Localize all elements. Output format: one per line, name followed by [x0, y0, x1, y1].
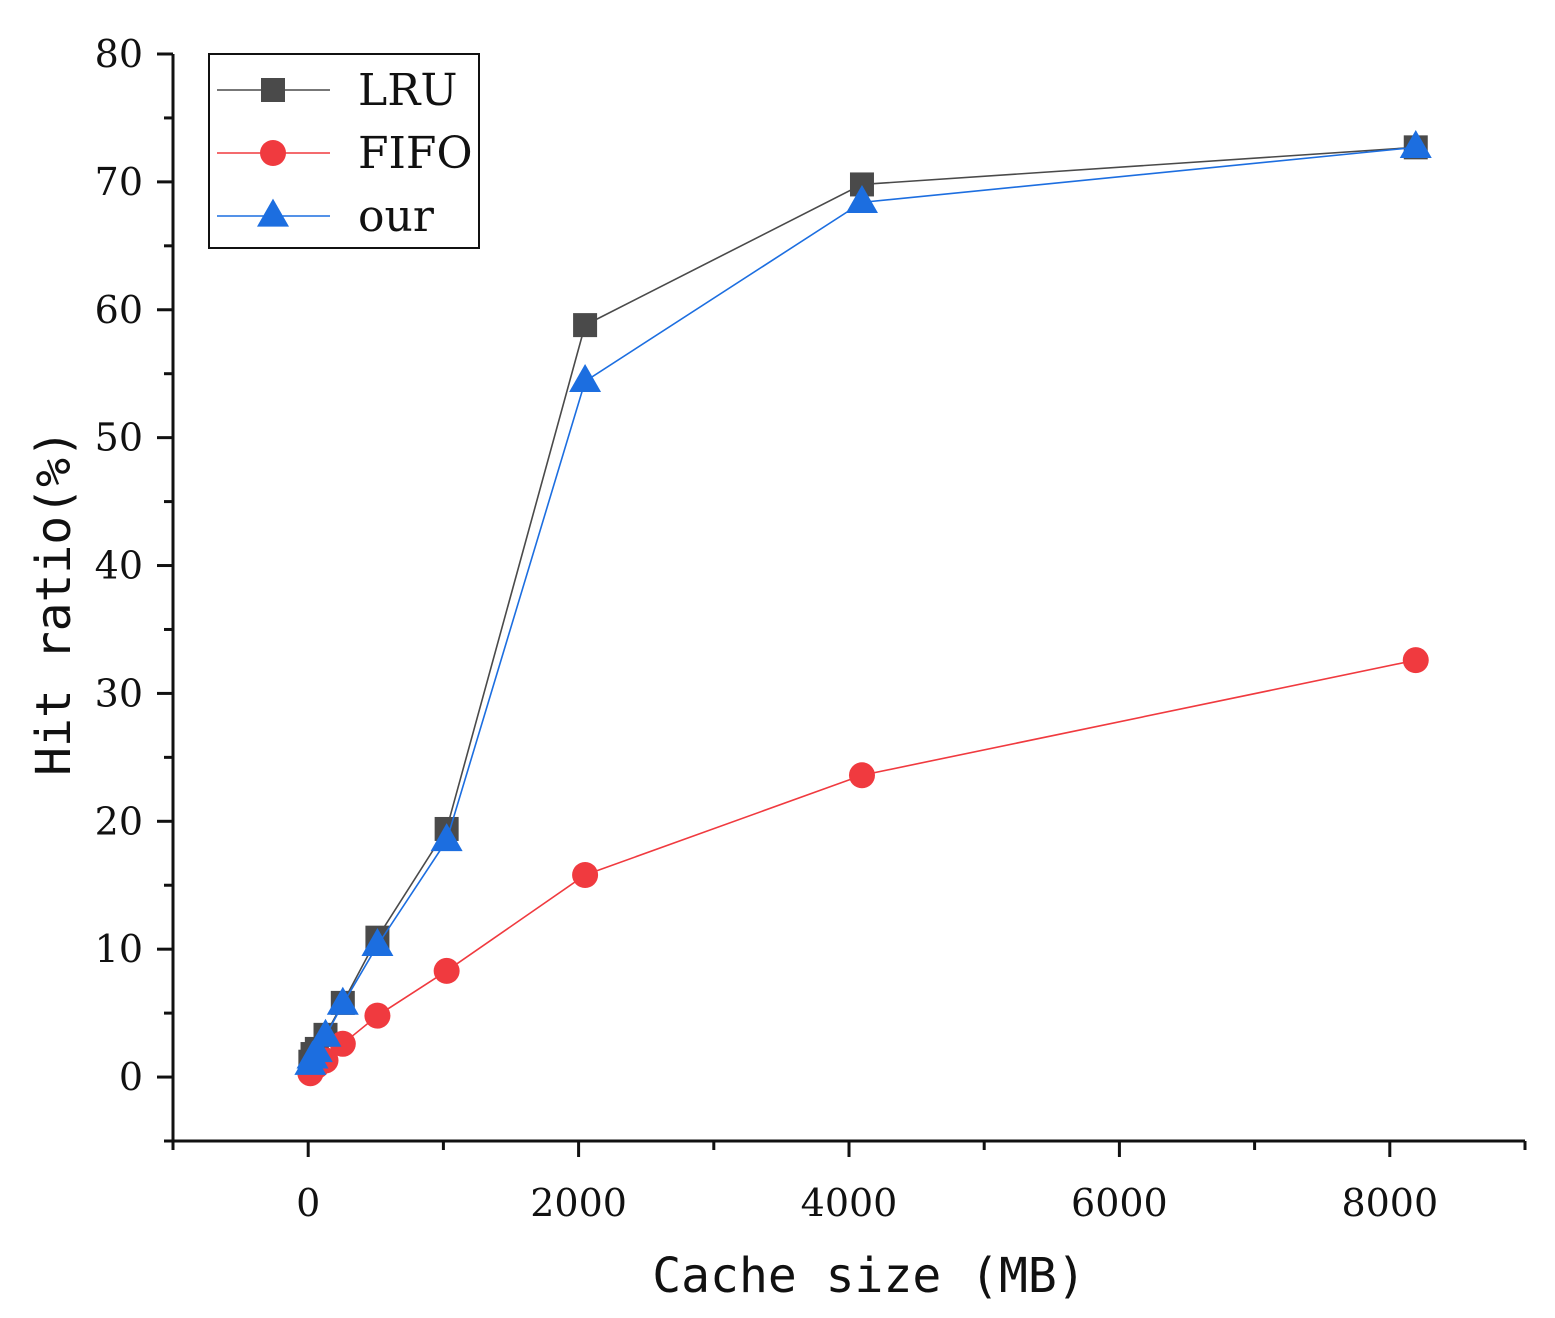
x-tick-label: 2000 [530, 1181, 627, 1225]
y-tick-label: 60 [95, 288, 143, 332]
data-point-fifo [329, 1030, 356, 1057]
y-tick-label: 20 [95, 799, 143, 843]
x-ticks: 0 2000 4000 6000 8000 [171, 1141, 1527, 1225]
axes: 0 10 20 30 40 50 60 70 80 0 2000 4000 6000 8000 [95, 32, 1527, 1225]
legend-label-our: our [358, 191, 435, 242]
data-point-our [300, 1034, 333, 1063]
y-tick-label: 40 [95, 544, 143, 588]
y-axis-title: Hit ratio(%) [26, 429, 82, 776]
y-tick-label: 50 [95, 416, 143, 460]
series-line-lru [309, 146, 1416, 1062]
y-tick-label: 10 [95, 927, 143, 971]
x-tick-label: 4000 [801, 1181, 898, 1225]
y-tick-label: 80 [95, 32, 143, 76]
y-tick-label: 0 [119, 1055, 143, 1099]
data-point-our [361, 927, 394, 956]
data-point-our [326, 986, 359, 1015]
data-point-our [1399, 129, 1432, 158]
series-line-our [309, 146, 1416, 1065]
legend: LRU FIFO our [208, 53, 480, 249]
data-point-fifo [364, 1002, 391, 1029]
legend-label-lru: LRU [358, 65, 457, 116]
data-point-fifo [433, 957, 460, 984]
data-point-our [309, 1018, 342, 1047]
data-point-fifo [572, 862, 599, 889]
y-tick-label: 30 [95, 671, 143, 715]
y-ticks: 0 10 20 30 40 50 60 70 80 [95, 32, 173, 1143]
series-lru [298, 135, 1428, 1074]
data-point-fifo [1402, 647, 1429, 674]
x-tick-label: 8000 [1341, 1181, 1438, 1225]
legend-label-fifo: FIFO [358, 128, 473, 179]
y-tick-label: 70 [95, 160, 143, 204]
series-fifo [297, 647, 1429, 1087]
data-point-our [569, 364, 602, 393]
legend-marker-lru [261, 78, 285, 102]
x-axis-title: Cache size (MB) [652, 1248, 1085, 1304]
series-layer [294, 129, 1432, 1087]
legend-marker-fifo [260, 140, 286, 166]
series-our [294, 129, 1432, 1075]
data-point-our [430, 823, 463, 852]
x-tick-label: 6000 [1071, 1181, 1168, 1225]
data-point-fifo [848, 762, 875, 789]
x-tick-label: 0 [296, 1181, 320, 1225]
data-point-our [845, 184, 878, 213]
legend-marker-our [257, 198, 289, 227]
data-point-lru [573, 313, 598, 338]
